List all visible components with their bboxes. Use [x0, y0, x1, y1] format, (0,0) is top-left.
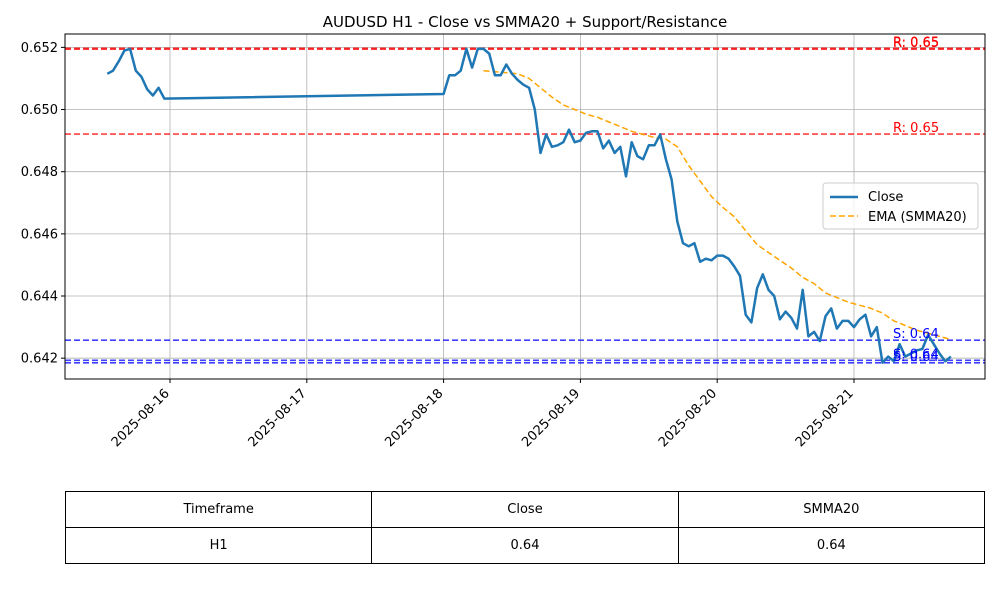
- table-cell: 0.64: [371, 527, 679, 564]
- y-tick-label: 0.646: [21, 227, 58, 242]
- y-tick-label: 0.644: [21, 290, 58, 305]
- table-header-cell: Timeframe: [64, 491, 373, 528]
- x-axis: 2025-08-16 2025-08-17 2025-08-18 2025-08-19…: [109, 379, 857, 450]
- series-layer: [106, 47, 952, 365]
- support-label: S: 0.64: [893, 327, 939, 342]
- series-line-close: [106, 47, 952, 365]
- resistance-label: R: 0.65: [893, 35, 939, 50]
- chart-title: AUDUSD H1 - Close vs SMMA20 + Support/Re…: [323, 13, 728, 31]
- x-tick-label: 2025-08-20: [656, 386, 720, 450]
- y-tick-label: 0.642: [21, 352, 58, 367]
- table-header-cell: SMMA20: [677, 491, 986, 528]
- y-tick-label: 0.652: [21, 41, 58, 56]
- y-tick-label: 0.650: [21, 103, 58, 118]
- grid: [65, 34, 985, 379]
- summary-table: Timeframe Close SMMA20 H1 0.64 0.64: [64, 491, 986, 564]
- table-cell: H1: [64, 527, 373, 564]
- table-cell: 0.64: [677, 527, 986, 564]
- table-header-cell: Close: [371, 491, 679, 528]
- x-tick-label: 2025-08-16: [109, 386, 173, 450]
- x-tick-label: 2025-08-17: [246, 386, 310, 450]
- legend: Close EMA (SMMA20): [822, 182, 979, 230]
- legend-box: [822, 182, 979, 230]
- x-tick-label: 2025-08-19: [519, 386, 583, 450]
- table-row: H1 0.64 0.64: [64, 527, 986, 564]
- plot-area-frame: [64, 33, 986, 380]
- x-tick-label: 2025-08-21: [793, 386, 857, 450]
- legend-label-close: Close: [868, 190, 903, 205]
- legend-label-smma20: EMA (SMMA20): [868, 210, 967, 225]
- table-header-row: Timeframe Close SMMA20: [64, 491, 986, 528]
- x-tick-label: 2025-08-18: [382, 386, 446, 450]
- series-line-ema-smma20: [483, 69, 952, 341]
- support-label: S: 0.64: [893, 350, 939, 365]
- support-resistance-lines: [65, 47, 985, 364]
- y-axis: 0.642 0.644 0.646 0.648 0.650 0.652: [21, 41, 65, 367]
- resistance-label: R: 0.65: [893, 36, 939, 51]
- resistance-label: R: 0.65: [893, 121, 939, 136]
- y-tick-label: 0.648: [21, 165, 58, 180]
- support-label: S: 0.64: [893, 347, 939, 362]
- support-resistance-labels: R: 0.65R: 0.65R: 0.65S: 0.64S: 0.64S: 0.…: [893, 35, 939, 365]
